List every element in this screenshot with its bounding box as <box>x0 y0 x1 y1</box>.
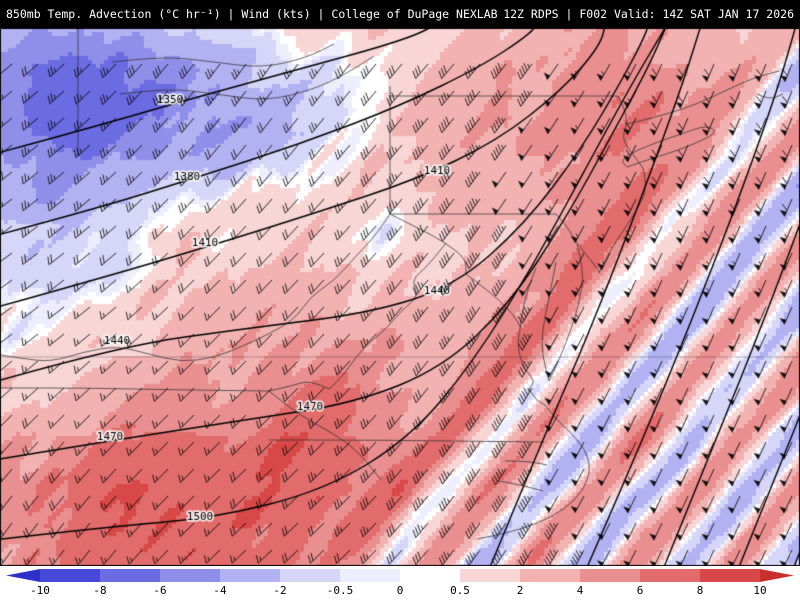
colorbar-segment <box>100 569 160 582</box>
colorbar-arrow-left <box>6 569 40 582</box>
colorbar-segment <box>280 569 340 582</box>
colorbar-segment <box>460 569 520 582</box>
map-area <box>0 28 800 566</box>
model-run-valid-time: 12Z RDPS | F002 Valid: 14Z SAT JAN 17 20… <box>503 7 794 21</box>
colorbar-tick-label: -6 <box>153 584 167 597</box>
colorbar-tick-label: 8 <box>696 584 704 597</box>
colorbar-tick-label: 2 <box>516 584 524 597</box>
colorbar-segment <box>40 569 100 582</box>
colorbar-segment <box>340 569 400 582</box>
colorbar-arrow-right <box>760 569 794 582</box>
colorbar-segment <box>400 569 460 582</box>
title-bar: 850mb Temp. Advection (°C hr⁻¹) | Wind (… <box>0 0 800 28</box>
colorbar-segment <box>700 569 760 582</box>
colorbar-tick-label: 6 <box>636 584 644 597</box>
colorbar-segment <box>640 569 700 582</box>
product-title: 850mb Temp. Advection (°C hr⁻¹) | Wind (… <box>6 7 498 21</box>
colorbar-segment <box>520 569 580 582</box>
colorbar-segment <box>220 569 280 582</box>
colorbar-tick-label: -10 <box>30 584 50 597</box>
advection-map-canvas <box>0 28 800 566</box>
colorbar-tick-label: 0 <box>396 584 404 597</box>
colorbar-tick-label: -2 <box>273 584 287 597</box>
colorbar-tick-label: 0.5 <box>450 584 470 597</box>
colorbar-tick-label: -0.5 <box>326 584 354 597</box>
colorbar-segment <box>580 569 640 582</box>
colorbar-segment <box>160 569 220 582</box>
colorbar-strip <box>6 569 794 582</box>
colorbar-tick-label: 10 <box>753 584 767 597</box>
colorbar-tick-label: -4 <box>213 584 227 597</box>
colorbar-tick-label: 4 <box>576 584 584 597</box>
colorbar: -10 -8 -6 -4 -2 -0.5 0 0.5 2 4 6 8 10 <box>0 566 800 600</box>
colorbar-tick-label: -8 <box>93 584 107 597</box>
